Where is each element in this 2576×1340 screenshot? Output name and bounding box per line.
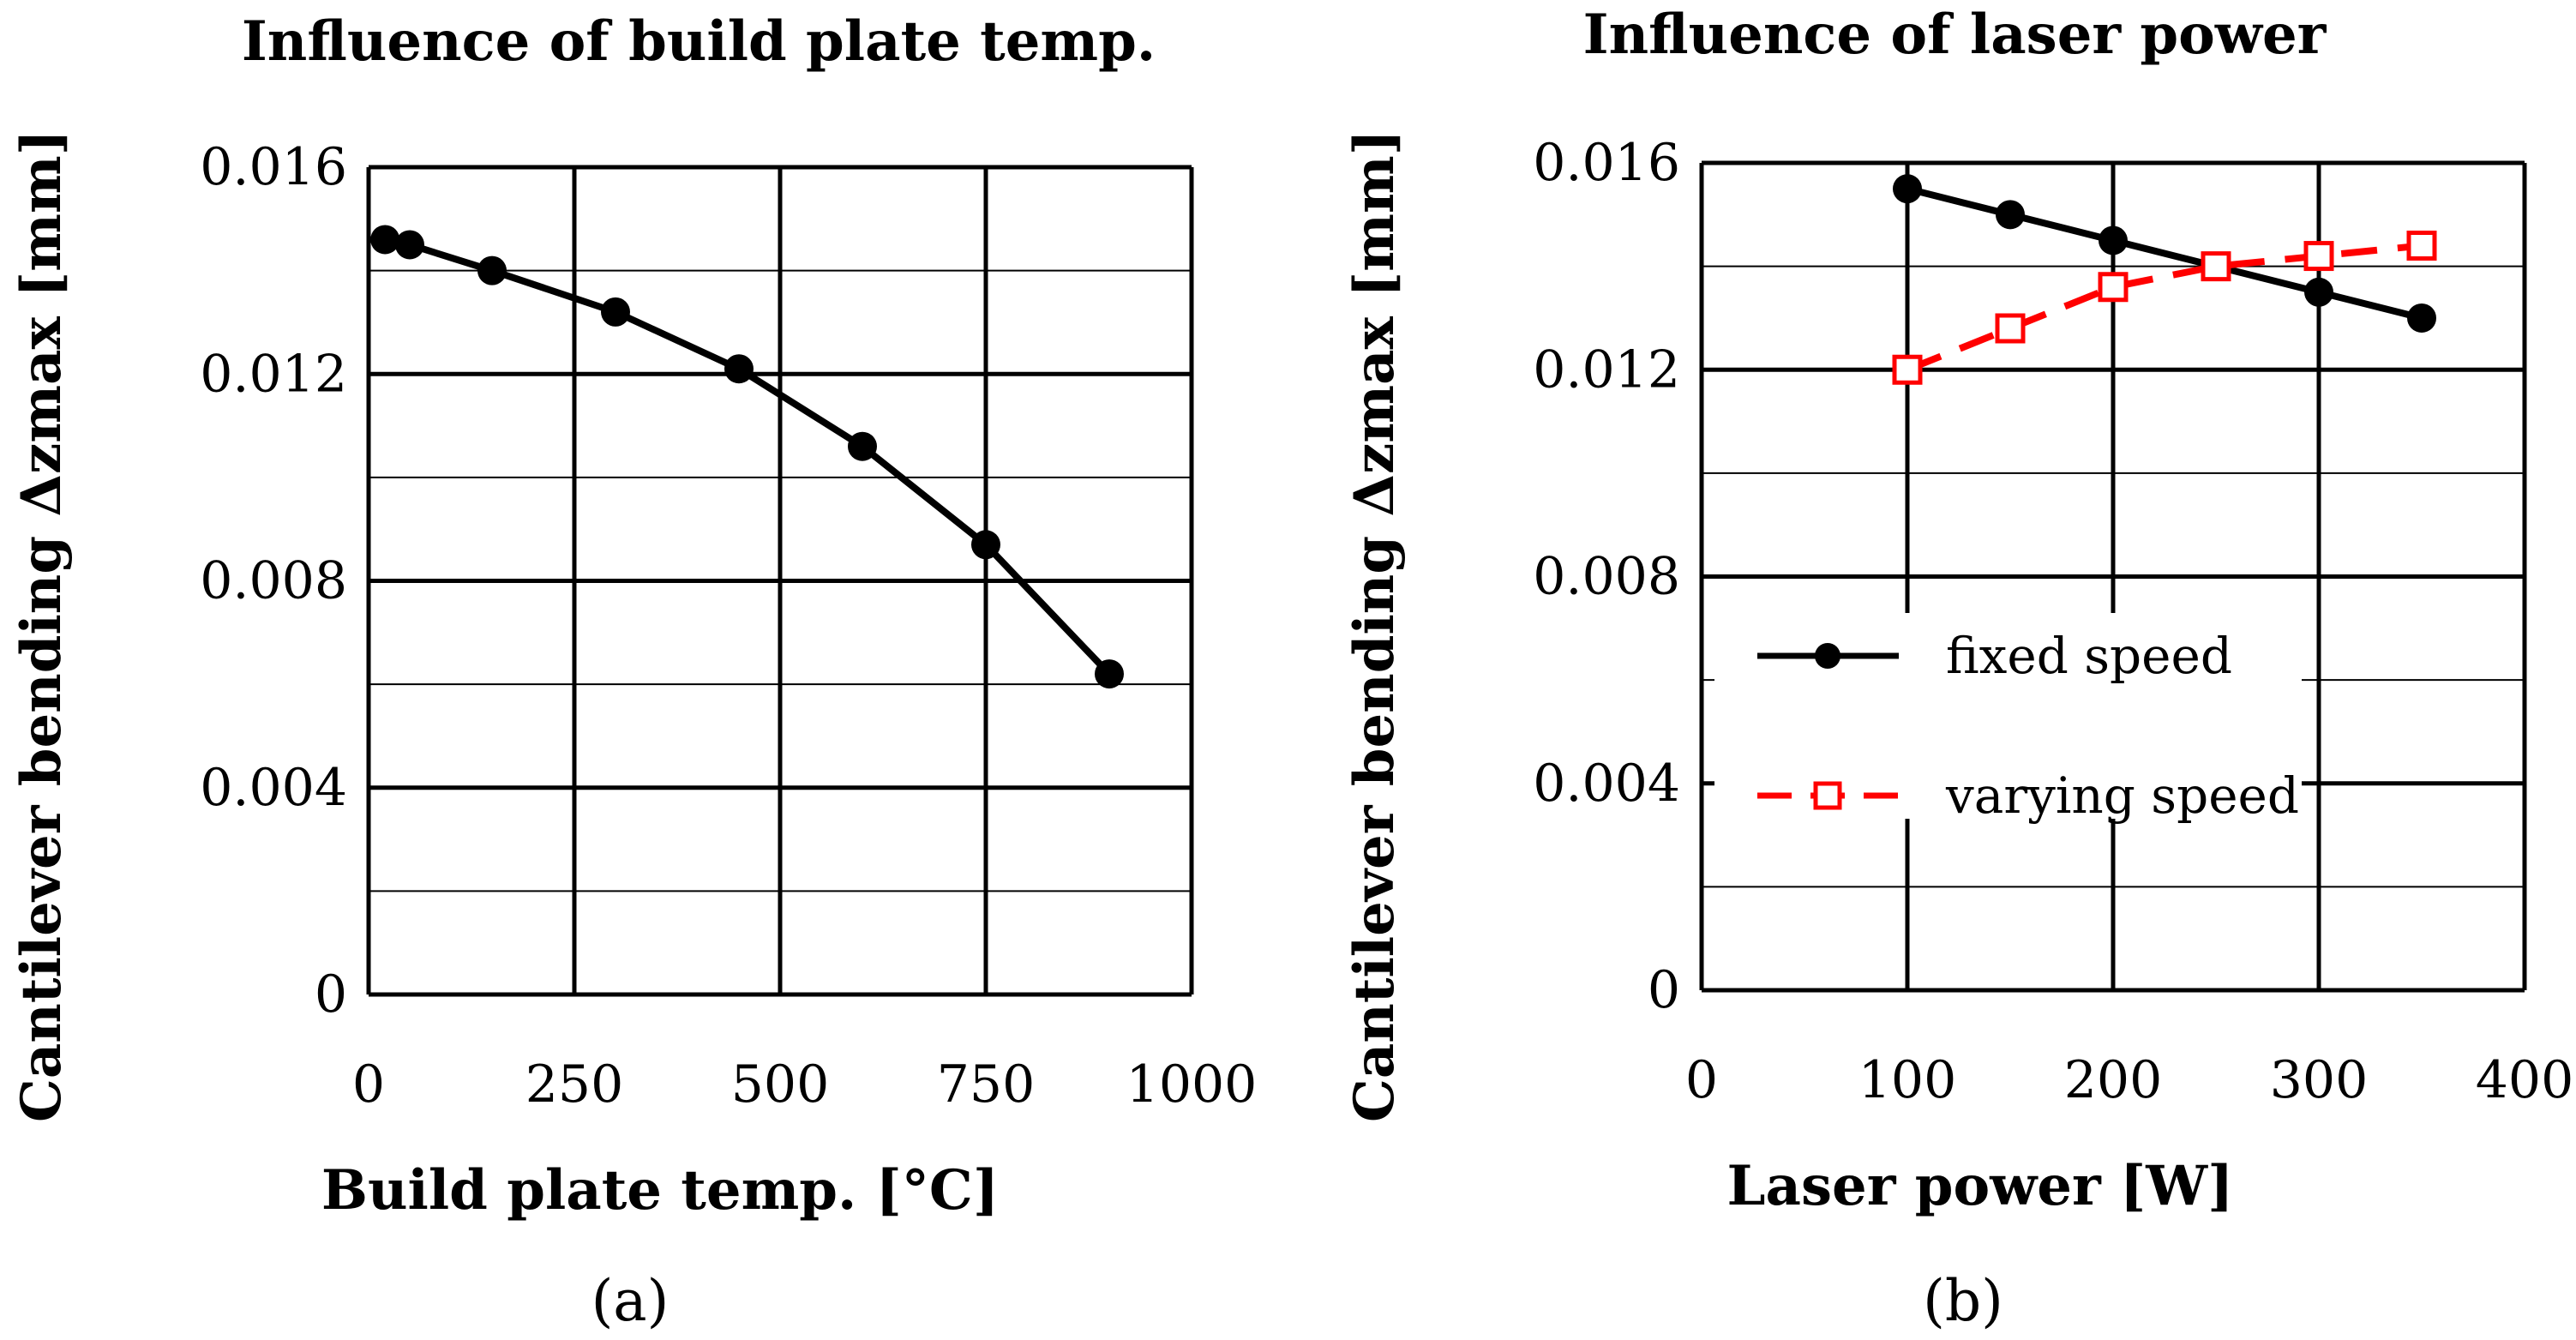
legend-background <box>1714 613 2302 819</box>
x-tick-label: 250 <box>525 1055 624 1115</box>
y-tick-label: 0 <box>1648 960 1680 1020</box>
legend-label-varying-speed: varying speed <box>1945 766 2299 825</box>
y-tick-label: 0.016 <box>200 137 347 197</box>
chart-title-b: Influence of laser power <box>1583 3 2327 67</box>
data-point-build-plate-temp- <box>370 225 400 255</box>
x-tick-labels-b: 0 100 200 300 400 <box>1685 1050 2573 1110</box>
data-point-build-plate-temp- <box>1095 659 1124 689</box>
y-tick-label: 0.004 <box>1533 754 1680 814</box>
data-point-build-plate-temp- <box>395 230 424 260</box>
data-point-build-plate-temp- <box>477 255 507 285</box>
data-point-varying-speed <box>2406 231 2437 261</box>
x-tick-label: 750 <box>937 1055 1036 1115</box>
data-point-fixed-speed <box>1996 200 2025 230</box>
y-axis-title-a: Cantilever bending Δzmax [mm] <box>9 129 74 1122</box>
y-tick-label: 0.008 <box>200 551 347 611</box>
data-point-fixed-speed <box>2304 277 2333 307</box>
chart-panel-b: Influence of laser power 0 0.004 0.008 0.01… <box>1342 3 2573 1334</box>
grid-a <box>366 165 1194 997</box>
y-tick-labels-b: 0 0.004 0.008 0.012 0.016 <box>1533 133 1680 1020</box>
data-point-build-plate-temp- <box>724 354 754 384</box>
data-point-varying-speed <box>1892 354 1923 385</box>
legend-item-varying-speed: varying speed <box>1757 766 2299 825</box>
x-tick-labels-a: 0 250 500 750 1000 <box>352 1055 1257 1115</box>
data-point-build-plate-temp- <box>601 297 630 327</box>
x-tick-label: 0 <box>352 1055 385 1115</box>
x-tick-label: 200 <box>2064 1050 2163 1110</box>
y-tick-label: 0.012 <box>1533 340 1680 400</box>
series-group-b <box>1892 174 2437 385</box>
x-axis-title-a: Build plate temp. [°C] <box>321 1158 999 1223</box>
legend-marker-varying-speed <box>1813 781 1842 810</box>
data-point-fixed-speed <box>2407 303 2436 333</box>
x-axis-title-b: Laser power [W] <box>1727 1154 2234 1218</box>
data-point-varying-speed <box>2098 272 2129 303</box>
legend-marker-fixed-speed <box>1815 643 1840 669</box>
data-point-varying-speed <box>2201 251 2231 282</box>
x-tick-label: 500 <box>731 1055 830 1115</box>
x-tick-label: 300 <box>2270 1050 2369 1110</box>
legend-label-fixed-speed: fixed speed <box>1946 627 2232 685</box>
chart-title-a: Influence of build plate temp. <box>242 9 1156 74</box>
y-tick-label: 0.004 <box>200 758 347 818</box>
data-point-build-plate-temp- <box>971 530 1000 560</box>
data-point-fixed-speed <box>1893 174 1922 204</box>
x-tick-label: 1000 <box>1126 1055 1258 1115</box>
series-group-a <box>370 225 1124 689</box>
panel-label-b: (b) <box>1923 1268 2003 1334</box>
y-tick-label: 0.012 <box>200 344 347 404</box>
data-point-varying-speed <box>1995 313 2026 344</box>
y-tick-label: 0 <box>315 964 347 1025</box>
x-tick-label: 0 <box>1685 1050 1718 1110</box>
data-point-build-plate-temp- <box>848 431 877 461</box>
chart-panel-a: Influence of build plate temp. 0 0.004 0.0… <box>9 9 1257 1334</box>
x-tick-label: 400 <box>2476 1050 2574 1110</box>
y-tick-label: 0.016 <box>1533 133 1680 193</box>
series-line-fixed-speed <box>1906 185 2423 321</box>
x-tick-label: 100 <box>1858 1050 1957 1110</box>
series-line-varying-speed <box>1906 242 2423 373</box>
y-axis-title-b: Cantilever bending Δzmax [mm] <box>1342 129 1407 1122</box>
y-tick-label: 0.008 <box>1533 547 1680 607</box>
data-point-varying-speed <box>2303 241 2334 272</box>
data-point-fixed-speed <box>2099 225 2128 255</box>
legend-item-fixed-speed: fixed speed <box>1757 627 2232 685</box>
legend: fixed speed varying speed <box>1714 613 2302 825</box>
y-tick-labels-a: 0 0.004 0.008 0.012 0.016 <box>200 137 347 1025</box>
panel-label-a: (a) <box>591 1268 670 1334</box>
